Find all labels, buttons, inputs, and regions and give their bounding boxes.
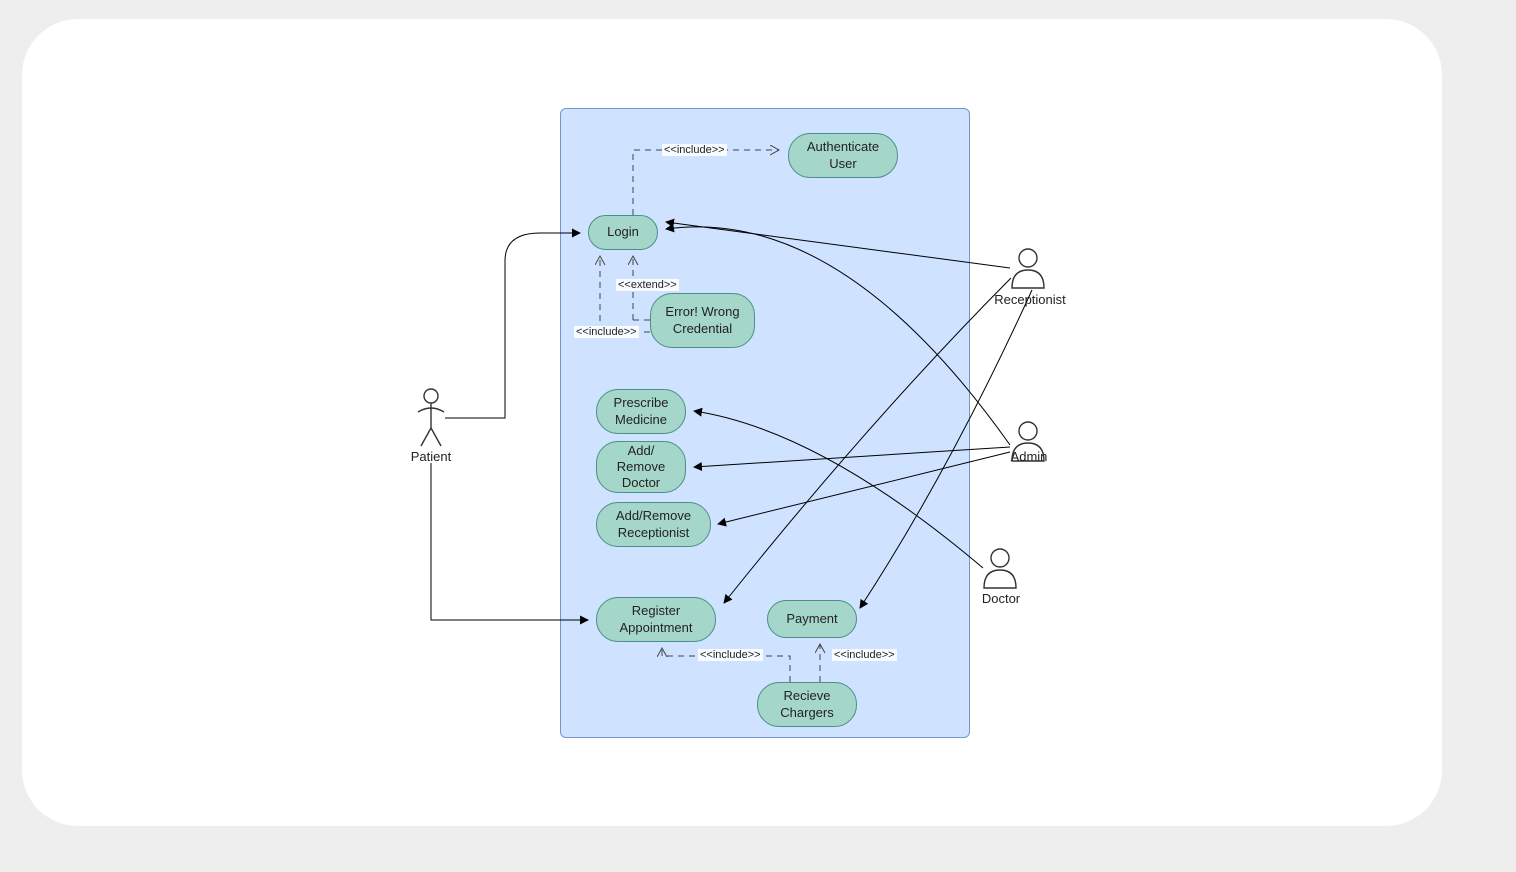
connections-svg	[0, 0, 1516, 872]
edge-include-1: <<include>>	[662, 144, 727, 156]
edge-include-4: <<include>>	[832, 649, 897, 661]
edge-include-2: <<include>>	[574, 326, 639, 338]
uml-diagram: Authenticate User Login Error! Wrong Cre…	[0, 0, 1516, 872]
edge-extend: <<extend>>	[616, 279, 679, 291]
edge-include-3: <<include>>	[698, 649, 763, 661]
